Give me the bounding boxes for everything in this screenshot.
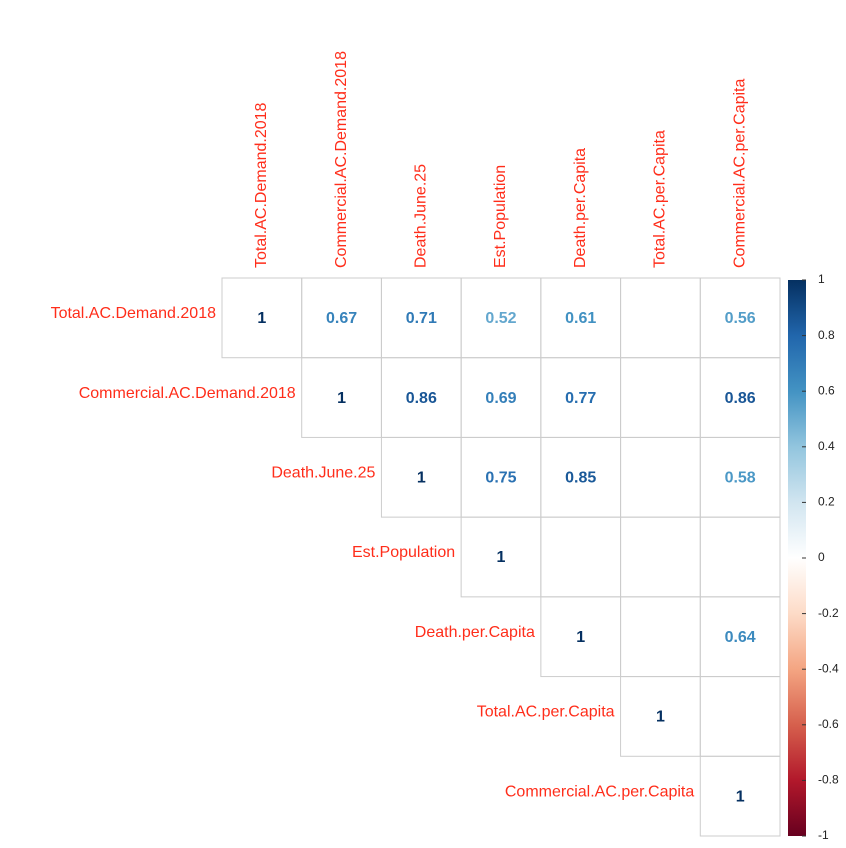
- correlation-value: 1: [656, 709, 665, 726]
- column-label: Commercial.AC.per.Capita: [731, 79, 748, 269]
- correlation-value: 0.58: [725, 470, 756, 487]
- row-label: Est.Population: [352, 544, 455, 561]
- correlation-value: 1: [417, 470, 426, 487]
- column-label: Death.per.Capita: [572, 148, 589, 268]
- cell: [699, 676, 781, 757]
- cell: [620, 277, 701, 359]
- correlation-value: 0.56: [725, 310, 756, 327]
- correlation-value: 0.71: [406, 310, 437, 327]
- colorbar-tick-label: -0.6: [818, 717, 839, 731]
- colorbar-tick-label: 0.4: [818, 439, 835, 453]
- correlation-value: 0.61: [565, 310, 596, 327]
- row-label: Total.AC.Demand.2018: [51, 305, 217, 322]
- colorbar-tick-label: 0.2: [818, 495, 835, 509]
- colorbar: [788, 280, 806, 836]
- correlation-value: 0.69: [485, 390, 516, 407]
- row-label: Death.per.Capita: [415, 624, 535, 641]
- cell: [620, 596, 701, 678]
- correlation-value: 0.75: [485, 470, 516, 487]
- correlation-value: 0.64: [725, 629, 756, 646]
- correlation-value: 0.52: [485, 310, 516, 327]
- correlation-value: 1: [497, 549, 506, 566]
- column-label: Death.June.25: [413, 164, 430, 268]
- colorbar-tick-label: 0.8: [818, 328, 835, 342]
- correlation-value: 1: [736, 788, 745, 805]
- cell: [699, 516, 781, 598]
- colorbar-tick-label: -0.8: [818, 773, 839, 787]
- correlation-value: 1: [576, 629, 585, 646]
- correlation-value: 1: [257, 310, 266, 327]
- cell: [699, 755, 781, 837]
- row-label: Commercial.AC.Demand.2018: [79, 385, 296, 402]
- colorbar-tick-label: -0.4: [818, 661, 839, 675]
- correlation-value: 0.67: [326, 310, 357, 327]
- colorbar-tick-label: 0.6: [818, 383, 835, 397]
- column-label: Commercial.AC.Demand.2018: [333, 51, 350, 268]
- column-label: Total.AC.Demand.2018: [253, 102, 270, 268]
- row-label: Commercial.AC.per.Capita: [505, 783, 695, 800]
- correlation-value: 0.86: [406, 390, 437, 407]
- column-label: Total.AC.per.Capita: [652, 130, 669, 268]
- correlation-value: 0.86: [725, 390, 756, 407]
- colorbar-tick-label: 0: [818, 550, 825, 564]
- cell: [620, 357, 701, 438]
- colorbar-tick-label: 1: [818, 272, 825, 286]
- colorbar-tick-label: -1: [818, 828, 829, 842]
- row-label: Death.June.25: [271, 465, 375, 482]
- row-label: Total.AC.per.Capita: [477, 704, 615, 721]
- cell: [620, 436, 701, 518]
- correlation-value: 0.85: [565, 470, 596, 487]
- colorbar-tick-label: -0.2: [818, 606, 839, 620]
- correlation-value: 1: [337, 390, 346, 407]
- cell: [620, 516, 701, 598]
- column-label: Est.Population: [492, 165, 509, 268]
- cell: [540, 516, 622, 598]
- correlation-value: 0.77: [565, 390, 596, 407]
